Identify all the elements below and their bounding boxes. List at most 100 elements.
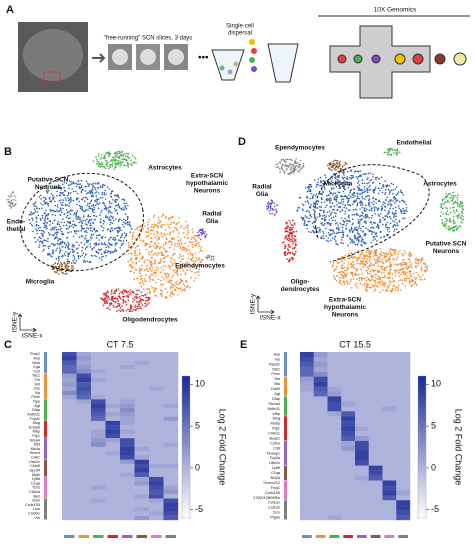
cell-dot [85,241,88,243]
cell-dot [293,170,296,173]
cell-dot [146,303,149,306]
cell-dot [108,209,110,212]
cell-dot [213,255,215,258]
cell-dot [372,239,375,241]
cell-dot [341,166,344,168]
cell-dot [58,264,61,266]
cell-dot [52,213,54,216]
cell-dot [139,300,141,303]
cluster-label: Extra-SCN [329,297,361,304]
cell-dot [279,160,282,163]
cell-dot [381,254,383,257]
cell-dot [55,235,58,238]
cell-dot [302,204,305,207]
heatmap-cell [120,498,135,503]
cell-dot [131,267,133,269]
cell-dot [130,307,132,309]
cell-dot [364,210,367,212]
cell-dot [173,259,176,261]
cell-dot [388,268,391,271]
cell-dot [350,174,353,177]
cell-dot [73,212,76,214]
cell-dot [81,185,83,187]
cell-dot [114,244,117,246]
heatmap-cell [105,408,121,413]
cell-dot [192,260,194,262]
heatmap-cell [341,450,356,456]
heatmap-cell [300,411,314,417]
cell-dot [393,221,396,223]
cell-dot [280,166,283,169]
cell-dot [295,239,297,241]
cell-dot [381,205,383,208]
heatmap-cell [163,382,179,387]
cell-dot [268,203,270,206]
cell-dot [29,222,32,224]
heatmap-cell [91,364,106,370]
cell-dot [148,302,150,304]
cell-dot [381,281,384,284]
cell-dot [87,240,89,243]
cell-dot [64,263,67,266]
heatmap-cell [62,364,77,370]
cell-dot [97,252,100,254]
heatmap-cell [120,395,135,400]
cell-dot [199,261,202,263]
heatmap-cell [396,475,411,481]
cell-dot [108,212,110,214]
cell-dot [395,212,397,215]
cell-dot [372,181,375,184]
cell-dot [282,170,285,172]
tube [211,49,245,81]
heatmap-cell [91,420,106,426]
cell-dot [108,242,110,244]
cell-dot [361,192,364,195]
cell-dot [344,269,346,272]
cell-dot [453,206,455,208]
cell-dot [360,200,362,202]
cell-dot [13,194,15,197]
cell-dot [120,229,122,231]
cell-dot [50,200,53,202]
cell-dot [377,275,380,278]
cell-dot [98,243,100,245]
cell-dot [140,302,142,304]
cell-dot [159,292,161,295]
cell-dot [398,275,401,278]
cell-dot [360,237,363,239]
cell-dot [338,227,340,229]
cell-dot [363,188,366,191]
cell-dot [332,208,334,211]
heatmap-cell [105,507,121,512]
heatmap-cell [382,500,397,506]
cell-dot [333,198,336,201]
cell-dot [150,233,152,235]
cell-dot [60,241,62,243]
cell-dot [398,200,401,203]
cell-dot [318,226,320,229]
cell-dot [307,220,310,223]
cell-dot [80,224,83,227]
cell-dot [273,202,276,205]
cell-dot [409,255,412,258]
cell-dot [92,221,95,224]
cell-dot [66,258,69,261]
cell-dot [271,212,273,215]
cell-dot [35,224,38,227]
cell-dot [365,270,368,272]
cell-dot [356,239,358,241]
cell-dot [91,208,94,210]
heatmap-cell [134,403,150,409]
cell-dot [83,231,86,233]
cell-dot [414,265,417,268]
cell-dot [117,302,119,305]
cell-dot [79,218,81,221]
heatmap-cell [355,386,369,392]
cell-dot [113,159,115,161]
cell-dot [309,213,312,216]
cell-dot [170,282,172,284]
cell-dot [109,153,112,155]
cell-dot [384,259,387,262]
cell-dot [118,229,121,231]
cell-dot [310,186,313,188]
